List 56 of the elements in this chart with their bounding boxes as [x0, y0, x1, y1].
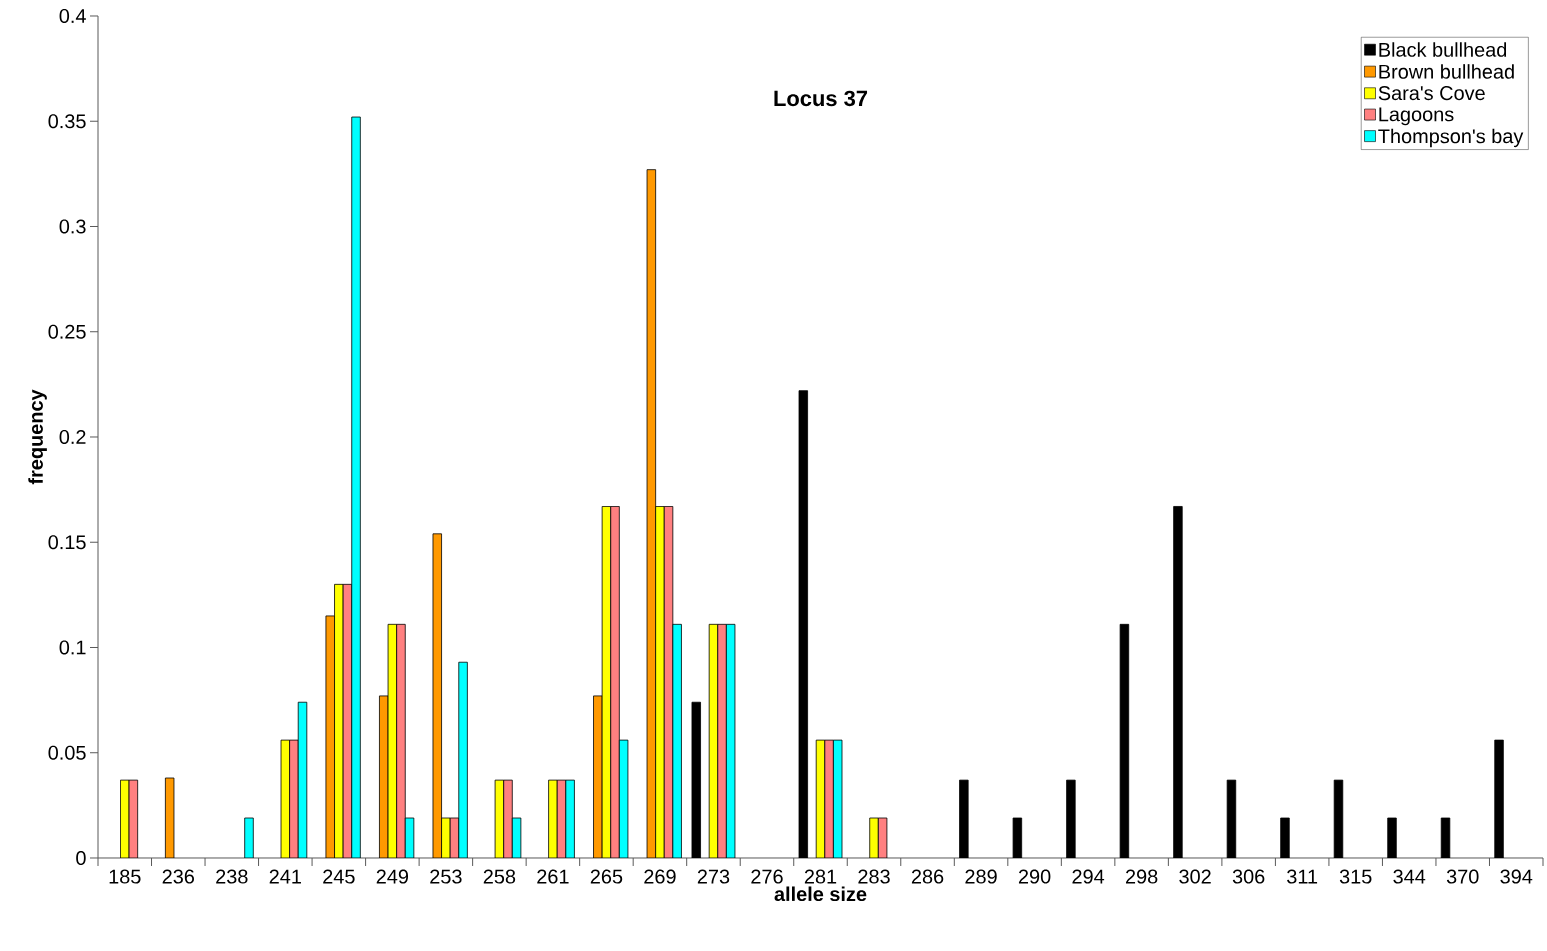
bar: [548, 779, 558, 858]
legend-label: Sara's Cove: [1378, 86, 1485, 101]
x-tick-label: 253: [430, 869, 462, 884]
bar: [672, 623, 682, 858]
bar: [565, 779, 575, 858]
x-tick-label: 245: [323, 869, 355, 884]
legend-label: Brown bullhead: [1379, 64, 1514, 79]
bar: [824, 739, 834, 858]
x-tick-label: 238: [216, 869, 248, 884]
x-tick-label: 298: [1125, 869, 1158, 884]
x-tick-label: 241: [269, 869, 301, 884]
bar: [717, 623, 727, 858]
x-tick-label: 273: [697, 869, 730, 884]
y-tick-label: 0.15: [48, 535, 86, 550]
x-tick-label: 289: [965, 869, 997, 884]
bar: [351, 116, 361, 858]
y-axis-title: frequency: [28, 389, 47, 485]
bar: [503, 779, 513, 858]
y-tick-label: 0.35: [48, 114, 86, 129]
x-tick-label: 261: [537, 869, 569, 884]
x-tick-label: 281: [804, 869, 837, 884]
x-tick-label: 269: [644, 869, 676, 884]
x-tick-label: 185: [109, 869, 141, 884]
x-tick-label: 286: [911, 869, 944, 884]
bar: [655, 506, 665, 858]
x-tick-label: 294: [1072, 869, 1105, 884]
x-tick-label: 290: [1018, 869, 1051, 884]
x-tick-label: 249: [376, 869, 409, 884]
legend-label: Thompson's bay: [1378, 128, 1524, 148]
legend-label: Lagoons: [1379, 107, 1454, 126]
x-tick-label: 370: [1446, 869, 1479, 884]
x-tick-label: 276: [751, 869, 783, 884]
bar: [610, 506, 620, 858]
x-tick-label: 311: [1287, 869, 1318, 884]
legend-label: Black bullhead: [1379, 42, 1507, 57]
x-tick-label: 283: [858, 869, 890, 884]
y-tick-label: 0.05: [48, 745, 86, 760]
bar: [458, 661, 468, 858]
y-tick-label: 0.4: [59, 8, 86, 24]
x-tick-label: 265: [590, 869, 623, 884]
bar: [396, 623, 406, 858]
y-tick-label: 0.2: [59, 429, 86, 445]
y-tick-label: 0.25: [48, 324, 86, 339]
x-tick-label: 344: [1393, 869, 1426, 884]
x-tick-label: 258: [483, 869, 516, 884]
x-tick-label: 306: [1232, 869, 1265, 884]
x-axis-title: allele size: [774, 886, 867, 902]
text: Locus 37: [774, 90, 868, 107]
x-tick-label: 236: [162, 869, 195, 884]
x-tick-label: 302: [1179, 869, 1211, 884]
y-tick-label: 0.1: [59, 640, 86, 655]
x-tick-label: 394: [1500, 869, 1533, 884]
bar: [289, 739, 299, 858]
y-tick-label: 0.3: [59, 219, 86, 234]
y-tick-label: 0: [76, 850, 86, 866]
x-tick-label: 315: [1339, 869, 1372, 884]
